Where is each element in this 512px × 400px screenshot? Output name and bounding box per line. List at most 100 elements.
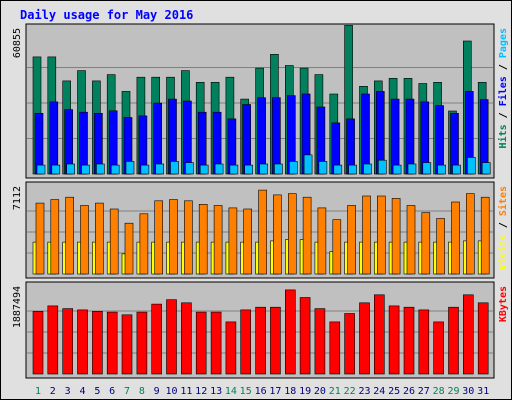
x-tick-label-day-2: 2 (50, 386, 56, 397)
bar-kbytes-day-20 (314, 308, 326, 375)
bar-kbytes-day-5 (92, 310, 103, 375)
bar-kbytes-day-19 (299, 297, 311, 375)
bar-kbytes-day-23 (359, 302, 370, 375)
bar-files-day-2 (49, 101, 59, 175)
bar-files-day-4 (79, 111, 88, 175)
bar-kbytes-day-6 (106, 311, 118, 375)
bar-files-day-12 (197, 111, 207, 175)
legend-item-kbytes: KBytes (498, 286, 509, 322)
bar-kbytes-day-3 (62, 308, 74, 375)
bar-sites-day-1 (35, 202, 45, 275)
chart-title: Daily usage for May 2016 (20, 8, 193, 22)
bar-pages-day-14 (229, 164, 239, 175)
y-max-label-visits: 7112 (12, 186, 23, 210)
legend-item-visits: Visits (497, 234, 509, 270)
x-tick-label-day-30: 30 (462, 386, 474, 397)
bar-sites-day-23 (362, 195, 371, 275)
bar-kbytes-day-24 (373, 294, 385, 375)
bar-files-day-9 (153, 102, 162, 175)
bar-pages-day-12 (199, 164, 209, 175)
bar-kbytes-day-13 (210, 311, 222, 375)
bar-sites-day-22 (347, 205, 356, 275)
bar-kbytes-day-21 (329, 321, 341, 375)
bar-sites-day-9 (154, 200, 163, 275)
x-tick-label-day-17: 17 (269, 386, 281, 397)
bar-kbytes-day-2 (47, 305, 59, 375)
bar-pages-day-10 (170, 161, 179, 175)
bar-sites-day-15 (243, 208, 252, 275)
bar-files-day-25 (390, 98, 400, 175)
x-tick-label-day-25: 25 (388, 386, 400, 397)
bar-pages-day-17 (274, 163, 283, 175)
bar-files-day-17 (272, 97, 281, 175)
bar-kbytes-day-11 (181, 302, 192, 375)
bar-sites-day-31 (480, 196, 490, 275)
bar-sites-day-2 (50, 199, 60, 275)
bar-files-day-28 (435, 105, 444, 175)
bar-kbytes-day-4 (77, 309, 88, 375)
legend-kbytes: KBytes (498, 286, 509, 322)
x-tick-label-day-9: 9 (154, 386, 160, 397)
x-tick-label-day-11: 11 (180, 386, 192, 397)
bar-pages-day-28 (437, 164, 446, 175)
legend-separator: / (498, 216, 509, 234)
bar-pages-day-2 (51, 164, 61, 175)
x-tick-label-day-16: 16 (255, 386, 267, 397)
bar-pages-day-25 (392, 164, 402, 175)
bar-pages-day-13 (214, 163, 224, 175)
panel-visits: 7112 Visits / Sites (12, 181, 509, 279)
bar-sites-day-18 (287, 193, 297, 275)
bar-pages-day-3 (66, 163, 75, 175)
bar-pages-day-22 (348, 164, 357, 175)
x-tick-label-day-13: 13 (210, 386, 222, 397)
bar-pages-day-20 (318, 161, 328, 175)
x-tick-label-day-28: 28 (433, 386, 445, 397)
bar-sites-day-5 (95, 202, 104, 275)
x-tick-label-day-7: 7 (124, 386, 130, 397)
bar-kbytes-day-18 (284, 289, 296, 375)
legend-visits: Visits / Sites (497, 186, 509, 270)
x-tick-label-day-20: 20 (314, 386, 326, 397)
x-tick-label-day-6: 6 (109, 386, 115, 397)
bar-kbytes-day-7 (121, 314, 133, 375)
x-tick-label-day-24: 24 (373, 386, 385, 397)
bar-files-day-16 (257, 97, 266, 175)
x-tick-label-day-21: 21 (329, 386, 341, 397)
bar-pages-day-5 (96, 163, 105, 175)
x-tick-label-day-12: 12 (195, 386, 207, 397)
legend-item-sites: Sites (497, 186, 509, 216)
legend-item-pages: Pages (498, 28, 509, 58)
bar-sites-day-3 (65, 196, 74, 275)
x-tick-label-day-31: 31 (477, 386, 489, 397)
bar-pages-day-1 (36, 164, 46, 175)
bar-sites-day-21 (332, 219, 342, 275)
bar-kbytes-day-26 (403, 306, 415, 375)
bar-pages-day-23 (363, 163, 372, 175)
bar-pages-day-7 (125, 161, 135, 175)
bar-kbytes-day-15 (240, 309, 251, 375)
bar-pages-day-24 (377, 159, 387, 175)
bar-pages-day-29 (452, 164, 461, 175)
bar-kbytes-day-27 (418, 309, 430, 375)
bar-pages-day-30 (466, 157, 476, 175)
bar-sites-day-28 (436, 218, 445, 275)
x-tick-label-day-19: 19 (299, 386, 311, 397)
bar-kbytes-day-30 (462, 294, 474, 375)
bar-kbytes-day-8 (136, 311, 148, 375)
bar-kbytes-day-31 (477, 302, 489, 375)
bar-files-day-23 (361, 93, 370, 175)
legend-item-hits: Hits (497, 124, 509, 148)
bar-sites-day-25 (391, 198, 401, 275)
bar-kbytes-day-25 (388, 305, 400, 375)
bar-sites-day-12 (198, 204, 208, 275)
x-axis-labels: 1 2 3 4 5 6 7 8 9 10 11 12 13 14 15 16 17 18 19 20 21 22 23 24 2… (35, 386, 489, 397)
x-tick-label-day-15: 15 (240, 386, 252, 397)
panel-kbytes: 1887494 KBytes (12, 281, 509, 379)
x-tick-label-day-1: 1 (35, 386, 41, 397)
bar-sites-day-10 (169, 199, 178, 275)
bar-sites-day-11 (184, 200, 193, 275)
x-tick-label-day-3: 3 (65, 386, 71, 397)
bar-sites-day-8 (139, 213, 149, 275)
x-tick-label-day-22: 22 (344, 386, 356, 397)
bar-pages-day-9 (155, 163, 164, 175)
